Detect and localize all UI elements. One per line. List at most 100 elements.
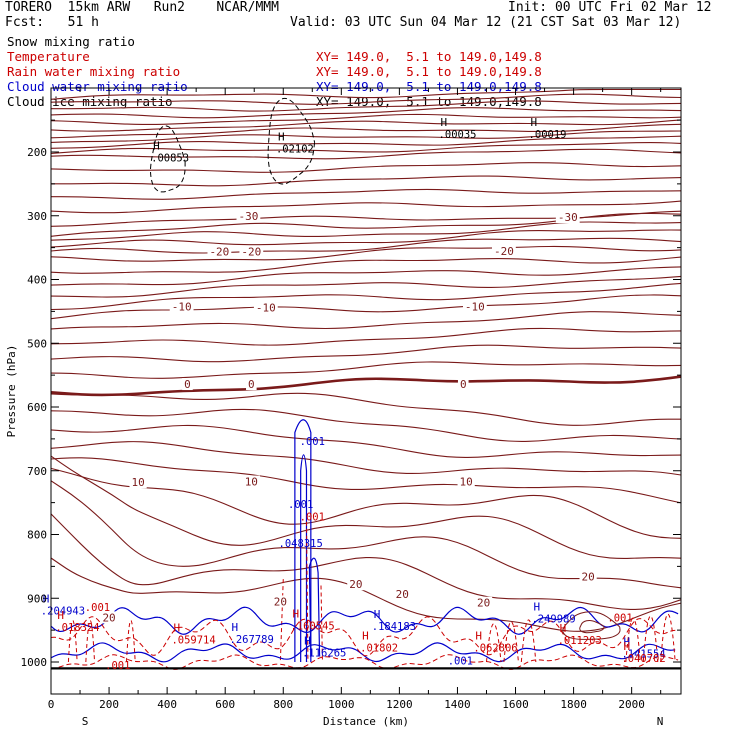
snow-contour	[267, 97, 316, 185]
max-value-label: .00019	[529, 129, 567, 141]
temperature-label: 20	[581, 571, 594, 584]
y-tick-label: 200	[27, 146, 47, 159]
x-tick-label: 200	[99, 698, 119, 711]
rain-band	[50, 616, 679, 657]
max-marker: H	[57, 609, 64, 622]
rain-shaft	[279, 579, 284, 663]
temp-label-bg	[474, 596, 493, 609]
isotherm-m50	[50, 119, 682, 132]
x-end-label-south: S	[82, 715, 89, 728]
contour-value-label: .048315	[279, 538, 323, 550]
temperature-label: 20	[477, 597, 490, 610]
legend-cloud-water-xy: XY= 149.0, 5.1 to 149.0,149.8	[316, 79, 542, 94]
isotherm-m60	[50, 88, 681, 100]
plot-frame	[50, 87, 682, 695]
y-axis-title: Pressure (hPa)	[5, 345, 18, 438]
isotherm-m46	[50, 130, 682, 143]
legend-temperature-name: Temperature	[7, 49, 90, 64]
isotherm-m44	[50, 135, 682, 149]
x-tick-label: 400	[157, 698, 177, 711]
y-tick-label: 1000	[21, 656, 48, 669]
rain-cell	[520, 619, 537, 663]
isotherm-m28	[50, 212, 682, 237]
temperature-label: 0	[248, 378, 255, 391]
warm-cell	[562, 611, 621, 640]
y-tick-label: 800	[27, 529, 47, 542]
legend-rain-xy: XY= 149.0, 5.1 to 149.0,149.8	[316, 64, 542, 79]
temperature-label: -30	[558, 211, 578, 224]
max-value-label: .02102	[276, 144, 314, 156]
max-marker: H	[531, 116, 538, 129]
x-tick-label: 0	[48, 698, 55, 711]
contour-value-label: .001	[607, 612, 632, 624]
isotherm-m54	[50, 107, 682, 119]
model-title: TORERO 15km ARW Run2 NCAR/MMM	[5, 0, 279, 15]
temperature-contours	[50, 88, 682, 632]
max-marker: H	[533, 601, 540, 614]
max-marker: H	[232, 621, 239, 634]
max-value-label: .011203	[558, 635, 602, 647]
temp-label-bg	[462, 300, 487, 313]
temp-label-bg	[169, 300, 194, 313]
isotherm-16	[50, 480, 682, 589]
max-marker: H	[173, 622, 180, 635]
temperature-label: -30	[238, 210, 258, 223]
cloud-water-band	[50, 606, 679, 635]
temperature-label: 10	[131, 476, 144, 489]
isotherm-8	[50, 441, 682, 476]
legend-rain-name: Rain water mixing ratio	[7, 64, 181, 79]
isotherm-18	[50, 513, 682, 610]
max-value-label: .062806	[473, 642, 517, 654]
x-tick-label: 1400	[444, 698, 471, 711]
cloud-water-tower	[308, 557, 321, 656]
temperature-label: 20	[396, 588, 409, 601]
isotherm-0	[50, 375, 682, 397]
max-value-label: .018324	[55, 622, 99, 634]
rain-cell	[67, 620, 78, 663]
max-marker: H	[475, 629, 482, 642]
rain-cell	[485, 623, 502, 663]
max-value-label: .040702	[621, 653, 665, 665]
y-tick-label: 400	[27, 274, 47, 287]
temperature-label: -10	[172, 300, 192, 313]
isotherm-4	[50, 408, 682, 442]
max-marker: H	[43, 592, 50, 605]
isotherm-m38	[50, 162, 682, 173]
temperature-label: 10	[245, 476, 258, 489]
warm-cell	[579, 620, 605, 634]
rain-cell	[625, 617, 641, 663]
temperature-label: -20	[209, 245, 229, 258]
isotherm-m22	[50, 237, 682, 254]
temp-label-bg	[129, 476, 147, 489]
max-value-label: .116265	[302, 647, 346, 659]
temperature-label: 20	[102, 611, 115, 624]
isotherm-m14	[50, 275, 682, 298]
valid-time: Valid: 03 UTC Sun 04 Mar 12 (21 CST Sat …	[290, 15, 682, 30]
isotherm-m24	[50, 229, 682, 248]
temp-label-bg	[555, 211, 580, 224]
isotherm-m58	[50, 93, 682, 105]
max-marker: H	[304, 634, 311, 647]
x-tick-label: 1600	[502, 698, 529, 711]
temp-label-bg	[100, 611, 118, 624]
isotherm-m52	[50, 113, 682, 125]
isotherm-m32	[50, 200, 682, 214]
temp-label-bg	[393, 587, 411, 600]
temperature-label: 10	[460, 476, 473, 489]
isotherm-m18	[50, 256, 682, 274]
max-value-label: .01802	[360, 642, 398, 654]
x-axis-title: Distance (km)	[323, 715, 409, 728]
max-value-label: .059714	[171, 635, 215, 647]
temp-label-bg	[246, 378, 257, 391]
max-value-label: .160545	[290, 621, 334, 633]
x-end-label-north: N	[657, 715, 664, 728]
max-value-label: .141554	[621, 649, 665, 661]
isotherm-m40	[50, 148, 682, 160]
temperature-label: 0	[460, 378, 467, 391]
max-marker: H	[560, 622, 567, 635]
max-marker: H	[153, 140, 160, 153]
isotherm-m12	[50, 282, 682, 311]
isotherm-14	[50, 455, 682, 559]
